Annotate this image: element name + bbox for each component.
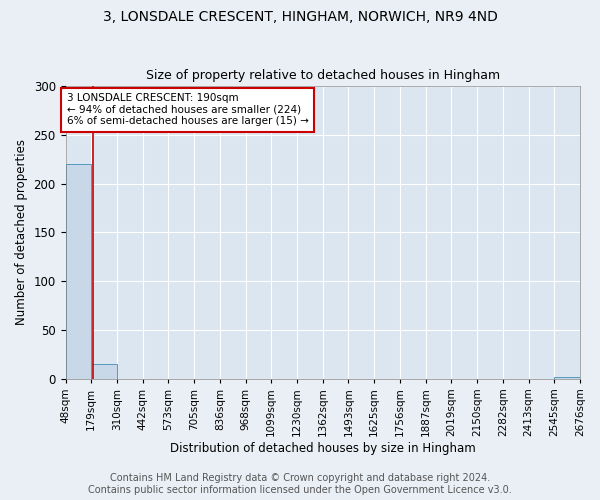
Bar [91,364,117,378]
Text: 3, LONSDALE CRESCENT, HINGHAM, NORWICH, NR9 4ND: 3, LONSDALE CRESCENT, HINGHAM, NORWICH, … [103,10,497,24]
X-axis label: Distribution of detached houses by size in Hingham: Distribution of detached houses by size … [170,442,476,455]
Title: Size of property relative to detached houses in Hingham: Size of property relative to detached ho… [146,69,500,82]
Y-axis label: Number of detached properties: Number of detached properties [15,140,28,326]
Bar [554,376,580,378]
Bar [65,164,91,378]
Text: 3 LONSDALE CRESCENT: 190sqm
← 94% of detached houses are smaller (224)
6% of sem: 3 LONSDALE CRESCENT: 190sqm ← 94% of det… [67,94,308,126]
Text: Contains HM Land Registry data © Crown copyright and database right 2024.
Contai: Contains HM Land Registry data © Crown c… [88,474,512,495]
